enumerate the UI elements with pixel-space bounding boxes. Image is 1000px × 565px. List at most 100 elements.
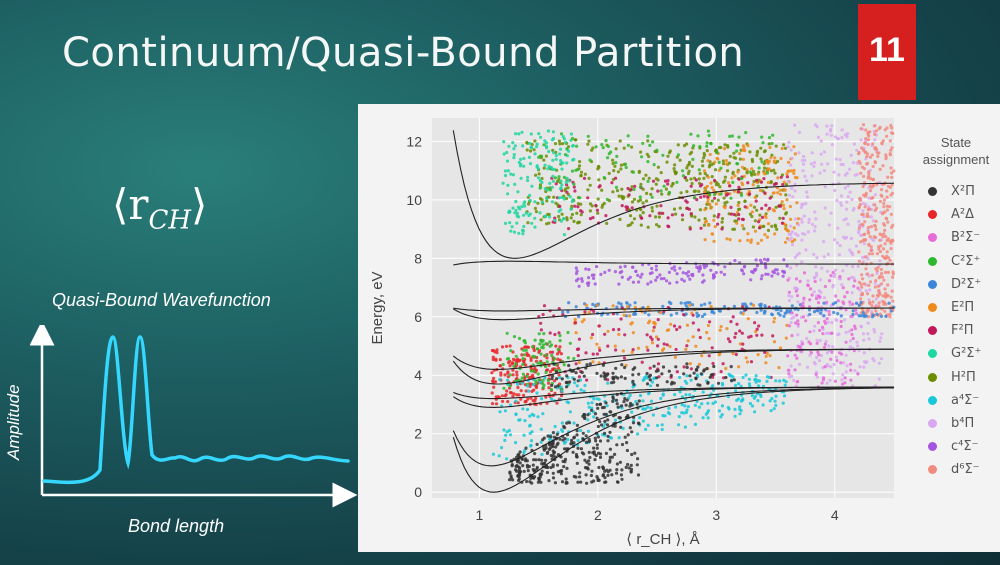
data-point <box>752 396 756 400</box>
data-point <box>719 192 723 196</box>
data-point <box>713 225 717 229</box>
data-point <box>817 359 822 363</box>
data-point <box>508 359 512 363</box>
data-point <box>706 197 710 201</box>
data-point <box>528 414 532 418</box>
data-point <box>613 270 617 274</box>
data-point <box>865 214 869 218</box>
data-point <box>797 251 801 255</box>
data-point <box>729 374 733 378</box>
data-point <box>794 321 798 325</box>
data-point <box>766 222 771 226</box>
data-point <box>531 399 535 403</box>
data-point <box>883 210 887 214</box>
data-point <box>783 383 787 387</box>
data-point <box>740 176 744 181</box>
data-point <box>682 372 686 376</box>
data-point <box>721 159 725 163</box>
data-point <box>630 410 634 414</box>
data-point <box>868 184 872 188</box>
data-point <box>706 175 710 179</box>
data-point <box>567 421 572 425</box>
data-point <box>530 389 534 393</box>
data-point <box>862 338 866 342</box>
data-point <box>639 223 643 227</box>
data-point <box>681 271 685 275</box>
data-point <box>734 383 738 388</box>
data-point <box>638 198 643 202</box>
data-point <box>861 209 865 213</box>
data-point <box>618 217 622 221</box>
data-point <box>660 348 665 352</box>
data-point <box>678 325 682 329</box>
data-point <box>568 195 572 199</box>
data-point <box>837 173 841 177</box>
data-point <box>835 199 839 203</box>
data-point <box>890 183 894 187</box>
data-point <box>690 164 694 168</box>
data-point <box>568 410 572 414</box>
data-point <box>793 368 797 372</box>
data-point <box>704 219 708 223</box>
data-point <box>604 138 608 143</box>
data-point <box>636 432 640 436</box>
data-point <box>807 308 812 312</box>
data-point <box>885 189 889 193</box>
data-point <box>709 268 713 272</box>
data-point <box>719 325 723 329</box>
data-point <box>790 374 794 378</box>
data-point <box>600 406 605 410</box>
data-point <box>589 473 593 478</box>
data-point <box>522 469 526 473</box>
data-point <box>866 176 870 180</box>
data-point <box>815 125 819 129</box>
data-point <box>490 402 495 406</box>
data-point <box>490 391 494 395</box>
data-point <box>576 277 580 281</box>
data-point <box>860 273 864 277</box>
data-point <box>892 169 896 173</box>
data-point <box>789 169 793 173</box>
data-point <box>614 366 618 370</box>
data-point <box>684 199 688 203</box>
data-point <box>619 317 623 321</box>
data-point <box>834 268 838 272</box>
data-point <box>799 205 804 209</box>
data-point <box>878 250 883 254</box>
data-point <box>873 138 877 142</box>
data-point <box>885 217 889 221</box>
data-point <box>661 153 665 157</box>
data-point <box>885 134 889 138</box>
data-point <box>738 342 742 346</box>
potential-curve <box>452 387 894 467</box>
data-point <box>491 357 495 362</box>
data-point <box>638 394 643 398</box>
data-point <box>567 149 571 153</box>
data-point <box>858 161 862 165</box>
data-point <box>562 233 566 237</box>
data-point <box>725 162 729 166</box>
data-point <box>539 427 543 431</box>
data-point <box>861 223 865 227</box>
data-point <box>556 470 560 474</box>
data-point <box>882 278 886 282</box>
data-point <box>506 400 510 404</box>
data-point <box>831 270 835 275</box>
data-point <box>577 164 582 168</box>
data-point <box>617 327 621 332</box>
data-point <box>596 424 600 429</box>
data-point <box>541 313 545 317</box>
data-point <box>595 352 599 356</box>
data-point <box>786 179 790 183</box>
data-point <box>778 188 782 192</box>
data-point <box>683 301 687 305</box>
potential-curve <box>452 348 894 370</box>
data-point <box>822 296 827 300</box>
data-point <box>539 328 543 332</box>
data-point <box>525 463 529 467</box>
data-point <box>802 214 806 218</box>
data-point <box>540 469 544 473</box>
data-point <box>628 401 633 406</box>
data-point <box>683 379 687 383</box>
data-point <box>741 342 745 346</box>
